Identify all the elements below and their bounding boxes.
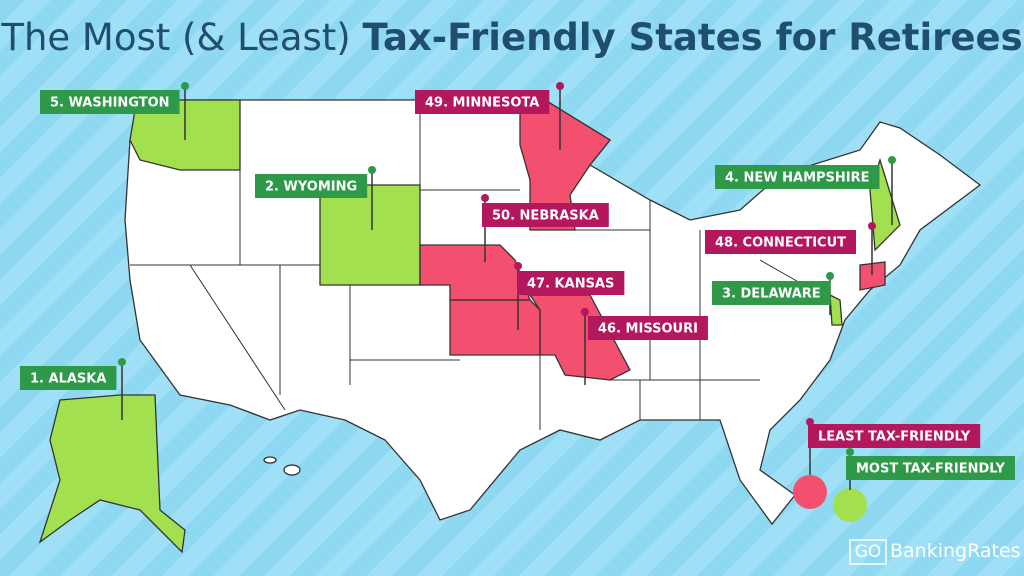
label-text: 1. ALASKA (30, 372, 106, 387)
label-text: MOST TAX-FRIENDLY (856, 462, 1006, 477)
logo-name: BankingRates (890, 540, 1021, 562)
map-label: LEAST TAX-FRIENDLY (806, 418, 981, 475)
label-text: 3. DELAWARE (722, 287, 821, 302)
label-text: 5. WASHINGTON (50, 96, 170, 111)
label-tag (255, 174, 368, 198)
least-states (419, 99, 886, 381)
label-text: 48. CONNECTICUT (715, 236, 846, 251)
state-lines (130, 100, 831, 430)
label-text: LEAST TAX-FRIENDLY (818, 430, 971, 445)
pin-head (581, 308, 589, 316)
title-light: The Most (& Least) (0, 16, 350, 59)
wyoming (319, 184, 421, 286)
pin-head (846, 448, 854, 456)
label-text: 46. MISSOURI (598, 322, 698, 337)
labels: 1. ALASKA 2. WYOMING 3. DELAWARE 4. NEW HAM… (20, 82, 1015, 522)
pin-head (481, 194, 489, 202)
pin-head (826, 272, 834, 280)
kansas (449, 299, 541, 356)
pin-head (868, 222, 876, 230)
title: The Most (& Least) Tax-Friendly States f… (0, 16, 1022, 59)
label-text: 4. NEW HAMPSHIRE (725, 171, 870, 186)
logo-box (849, 539, 887, 565)
legend-swatch (833, 488, 867, 522)
label-tag (20, 366, 117, 390)
map-label: 4. NEW HAMPSHIRE (715, 156, 896, 225)
label-tag (40, 90, 180, 114)
map-label: 1. ALASKA (20, 358, 126, 420)
logo-prefix: GO (855, 542, 882, 562)
label-tag (715, 165, 880, 189)
map-label: 48. CONNECTICUT (705, 222, 876, 275)
most-states (38, 99, 901, 554)
map-label: 50. NEBRASKA (481, 194, 609, 262)
label-tag (846, 456, 1015, 480)
label-text: 2. WYOMING (265, 180, 357, 195)
pin-head (368, 166, 376, 174)
map-label: 2. WYOMING (255, 166, 376, 230)
logo: GO BankingRates (849, 539, 1021, 565)
label-text: 50. NEBRASKA (492, 209, 599, 224)
label-tag (482, 203, 609, 227)
pin-head (514, 262, 522, 270)
label-text: 49. MINNESOTA (425, 96, 539, 111)
map-label: 49. MINNESOTA (415, 82, 564, 150)
pin-head (181, 82, 189, 90)
map-label: 5. WASHINGTON (40, 82, 189, 140)
label-tag (808, 424, 981, 448)
legend-swatch (793, 475, 827, 509)
title-bold: Tax-Friendly States for Retirees (362, 16, 1022, 59)
pin-head (556, 82, 564, 90)
label-tag (517, 271, 625, 295)
label-tag (588, 316, 708, 340)
pin-head (118, 358, 126, 366)
label-tag (705, 230, 856, 254)
map-label: MOST TAX-FRIENDLY (846, 448, 1015, 490)
pin-head (888, 156, 896, 164)
connecticut (859, 261, 886, 291)
label-tag (712, 281, 831, 305)
map-label: 46. MISSOURI (581, 308, 708, 385)
us-map (38, 97, 982, 554)
hawaii (283, 464, 301, 476)
delaware (829, 293, 843, 326)
map-label: 47. KANSAS (514, 262, 625, 330)
label-text: 47. KANSAS (527, 277, 614, 292)
map-label: 3. DELAWARE (712, 272, 834, 315)
hawaii (263, 456, 277, 464)
alaska (38, 394, 186, 554)
label-tag (415, 90, 550, 114)
